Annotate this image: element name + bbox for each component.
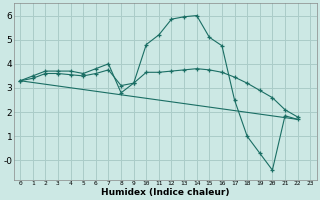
X-axis label: Humidex (Indice chaleur): Humidex (Indice chaleur) [101,188,229,197]
